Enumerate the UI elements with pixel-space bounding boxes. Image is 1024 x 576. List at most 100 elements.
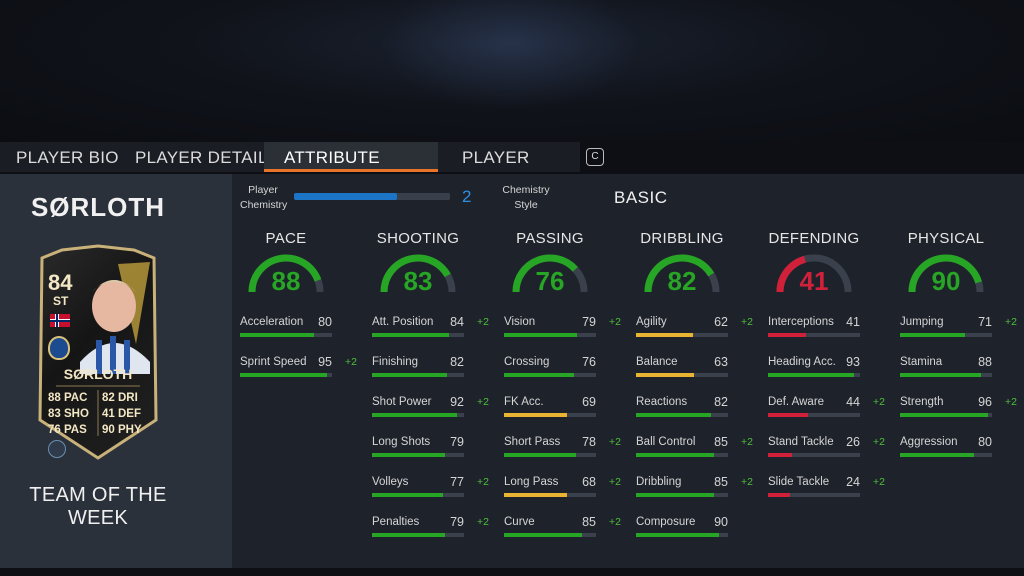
player-card[interactable]: 84 ST SØRLOTH 88 PAC 83 SHO 76 PAS 82 DR… <box>32 244 164 460</box>
card-stat: 41 DEF <box>102 408 141 420</box>
attribute-name: Finishing <box>372 356 419 368</box>
attribute-row[interactable]: Jumping 71 +2 <box>900 315 1017 338</box>
attribute-bar-fill <box>372 533 445 537</box>
attribute-bar-fill <box>504 373 574 377</box>
attribute-bar <box>372 413 464 417</box>
attribute-bar-fill <box>372 453 445 457</box>
attribute-row[interactable]: Heading Acc. 93 <box>768 355 870 378</box>
attribute-row[interactable]: Agility 62 +2 <box>636 315 753 338</box>
attribute-value: 85 <box>714 475 728 489</box>
attribute-bar-fill <box>240 333 314 337</box>
attribute-row[interactable]: Curve 85 +2 <box>504 515 621 538</box>
card-stat: 76 PAS <box>48 424 87 436</box>
attribute-bar <box>372 333 464 337</box>
attribute-row[interactable]: Composure 90 <box>636 515 738 538</box>
attribute-row[interactable]: Att. Position 84 +2 <box>372 315 489 338</box>
attribute-row[interactable]: Crossing 76 <box>504 355 606 378</box>
attribute-name: Interceptions <box>768 316 834 328</box>
attribute-row[interactable]: Stand Tackle 26 +2 <box>768 435 885 458</box>
attribute-chem-boost: +2 <box>741 316 753 328</box>
attribute-bar <box>504 333 596 337</box>
attribute-bar <box>504 453 596 457</box>
attribute-row[interactable]: Strength 96 +2 <box>900 395 1017 418</box>
attribute-bar-fill <box>768 493 791 497</box>
attribute-chem-boost: +2 <box>609 516 621 528</box>
attribute-value: 88 <box>978 355 992 369</box>
background-banner <box>0 0 1024 142</box>
attribute-name: Curve <box>504 516 535 528</box>
player-chemistry-label: Player Chemistry <box>240 184 288 211</box>
attribute-row[interactable]: Reactions 82 <box>636 395 738 418</box>
attribute-bar-fill <box>636 413 712 417</box>
category-value: 83 <box>403 266 433 296</box>
attribute-row[interactable]: Ball Control 85 +2 <box>636 435 753 458</box>
attribute-row[interactable]: Stamina 88 <box>900 355 1002 378</box>
gauge-fill <box>644 254 715 293</box>
attribute-bar <box>504 493 596 497</box>
attribute-row[interactable]: Long Shots 79 <box>372 435 474 458</box>
attribute-chem-boost: +2 <box>873 436 885 448</box>
attribute-row[interactable]: Slide Tackle 24 +2 <box>768 475 885 498</box>
attribute-bar-fill <box>636 493 715 497</box>
attribute-row[interactable]: Shot Power 92 +2 <box>372 395 489 418</box>
attribute-bar-fill <box>372 493 443 497</box>
attribute-name: Dribbling <box>636 476 682 488</box>
attribute-bar <box>372 373 464 377</box>
gauge-fill <box>512 254 578 293</box>
attribute-value: 41 <box>846 315 860 329</box>
chemistry-style-icon <box>48 440 66 458</box>
attribute-value: 90 <box>714 515 728 529</box>
attributes-panel <box>232 174 1024 568</box>
attribute-value: 79 <box>450 515 464 529</box>
attribute-chem-boost: +2 <box>1005 396 1017 408</box>
background-glow <box>380 0 640 110</box>
attribute-bar-fill <box>900 373 981 377</box>
attribute-name: Reactions <box>636 396 688 408</box>
attribute-name: Composure <box>636 516 696 528</box>
category-value: 88 <box>271 266 301 296</box>
attribute-row[interactable]: Dribbling 85 +2 <box>636 475 753 498</box>
attribute-value: 79 <box>450 435 464 449</box>
attribute-chem-boost: +2 <box>609 316 621 328</box>
attribute-bar <box>504 533 596 537</box>
card-stats-right: 82 DRI 41 DEF 90 PHY <box>102 390 154 438</box>
attribute-chem-boost: +2 <box>609 476 621 488</box>
tab-player-bio[interactable]: PLAYER BIO <box>16 148 119 167</box>
tab-player-details[interactable]: PLAYER DETAILS <box>135 148 280 167</box>
attribute-row[interactable]: Def. Aware 44 +2 <box>768 395 885 418</box>
category-title: PACE <box>265 230 307 247</box>
attribute-name: Agility <box>636 316 667 328</box>
attribute-bar <box>768 413 860 417</box>
attribute-row[interactable]: Balance 63 <box>636 355 738 378</box>
attribute-value: 78 <box>582 435 596 449</box>
attribute-row[interactable]: FK Acc. 69 <box>504 395 606 418</box>
attribute-row[interactable]: Acceleration 80 <box>240 315 342 338</box>
attribute-bar <box>768 453 860 457</box>
attribute-value: 80 <box>978 435 992 449</box>
gauge-fill <box>776 255 807 293</box>
attribute-row[interactable]: Long Pass 68 +2 <box>504 475 621 498</box>
attribute-bar-fill <box>372 333 450 337</box>
attribute-row[interactable]: Penalties 79 +2 <box>372 515 489 538</box>
controller-key-hint[interactable]: C <box>586 148 604 166</box>
attribute-row[interactable]: Short Pass 78 +2 <box>504 435 621 458</box>
attribute-row[interactable]: Volleys 77 +2 <box>372 475 489 498</box>
attribute-row[interactable]: Interceptions 41 <box>768 315 870 338</box>
attribute-name: Heading Acc. <box>768 356 836 368</box>
attribute-chem-boost: +2 <box>477 396 489 408</box>
chemistry-style-value[interactable]: BASIC <box>614 188 668 207</box>
tab-attribute-details[interactable]: ATTRIBUTE DETAILS <box>264 142 438 199</box>
attribute-value: 79 <box>582 315 596 329</box>
attribute-row[interactable]: Finishing 82 <box>372 355 474 378</box>
attribute-chem-boost: +2 <box>741 476 753 488</box>
tab-player-traits[interactable]: PLAYER TRAITS <box>462 148 530 199</box>
attribute-chem-boost: +2 <box>477 476 489 488</box>
attribute-value: 26 <box>846 435 860 449</box>
attribute-row[interactable]: Aggression 80 <box>900 435 1002 458</box>
attribute-name: Volleys <box>372 476 409 488</box>
attribute-name: Slide Tackle <box>768 476 830 488</box>
attribute-row[interactable]: Vision 79 +2 <box>504 315 621 338</box>
attribute-row[interactable]: Sprint Speed 95 +2 <box>240 355 357 378</box>
attribute-bar-fill <box>636 533 719 537</box>
attribute-value: 96 <box>978 395 992 409</box>
